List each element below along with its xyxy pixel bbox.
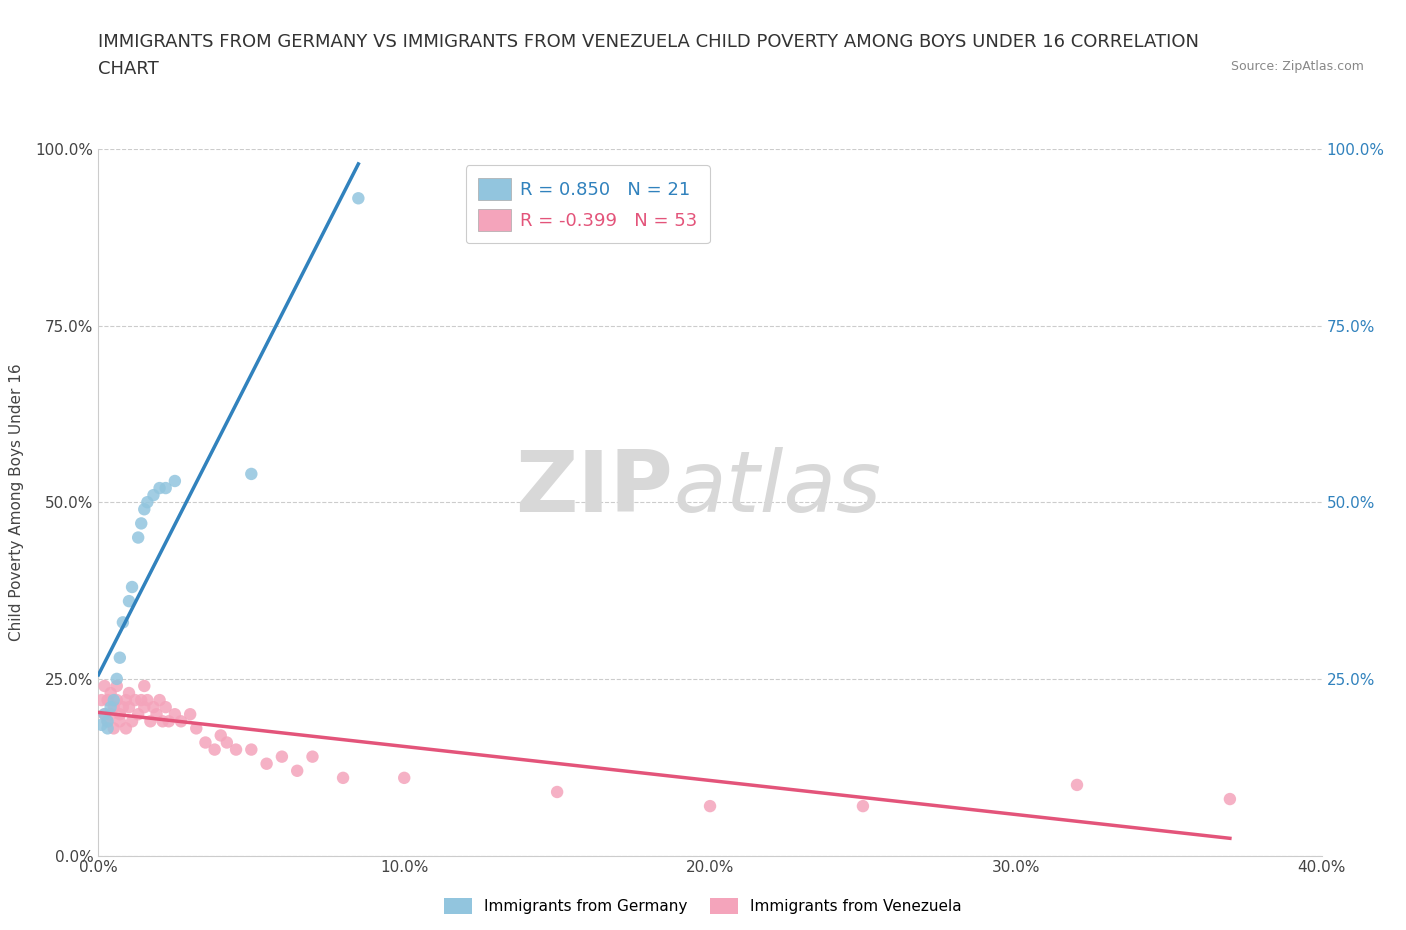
Point bbox=[142, 487, 165, 502]
Point bbox=[152, 714, 174, 729]
Point bbox=[93, 679, 115, 694]
Point bbox=[90, 693, 112, 708]
Point bbox=[546, 785, 568, 800]
Text: atlas: atlas bbox=[673, 446, 882, 529]
Point bbox=[93, 707, 115, 722]
Point bbox=[115, 721, 138, 736]
Point bbox=[225, 742, 247, 757]
Point bbox=[97, 714, 120, 729]
Point bbox=[1219, 791, 1241, 806]
Point bbox=[129, 516, 152, 531]
Point bbox=[285, 764, 308, 778]
Legend: Immigrants from Germany, Immigrants from Venezuela: Immigrants from Germany, Immigrants from… bbox=[439, 892, 967, 921]
Point bbox=[852, 799, 875, 814]
Point bbox=[103, 693, 125, 708]
Point bbox=[111, 699, 134, 714]
Point bbox=[240, 467, 263, 482]
Point bbox=[301, 750, 323, 764]
Point bbox=[136, 495, 159, 510]
Point bbox=[118, 593, 141, 608]
Point bbox=[155, 699, 177, 714]
Point bbox=[108, 714, 131, 729]
Point bbox=[103, 699, 125, 714]
Point bbox=[105, 679, 128, 694]
Point bbox=[209, 728, 232, 743]
Text: CHART: CHART bbox=[98, 60, 159, 78]
Point bbox=[157, 714, 180, 729]
Point bbox=[145, 707, 167, 722]
Point bbox=[118, 699, 141, 714]
Y-axis label: Child Poverty Among Boys Under 16: Child Poverty Among Boys Under 16 bbox=[10, 364, 24, 641]
Point bbox=[100, 685, 122, 700]
Text: ZIP: ZIP bbox=[516, 446, 673, 529]
Point bbox=[127, 707, 149, 722]
Point bbox=[103, 721, 125, 736]
Point bbox=[93, 707, 115, 722]
Point bbox=[163, 707, 186, 722]
Point bbox=[105, 693, 128, 708]
Point bbox=[134, 679, 156, 694]
Point bbox=[215, 735, 238, 750]
Point bbox=[100, 699, 122, 714]
Point bbox=[1066, 777, 1088, 792]
Point bbox=[134, 699, 156, 714]
Legend: R = 0.850   N = 21, R = -0.399   N = 53: R = 0.850 N = 21, R = -0.399 N = 53 bbox=[465, 165, 710, 244]
Point bbox=[240, 742, 263, 757]
Point bbox=[121, 579, 143, 594]
Point bbox=[97, 721, 120, 736]
Point bbox=[139, 714, 162, 729]
Point bbox=[105, 671, 128, 686]
Point bbox=[149, 693, 172, 708]
Point bbox=[97, 714, 120, 729]
Point bbox=[332, 770, 354, 785]
Point bbox=[118, 685, 141, 700]
Point bbox=[124, 693, 146, 708]
Point bbox=[100, 707, 122, 722]
Point bbox=[163, 473, 186, 488]
Point bbox=[108, 707, 131, 722]
Point bbox=[129, 693, 152, 708]
Point bbox=[97, 693, 120, 708]
Point bbox=[115, 693, 138, 708]
Point bbox=[699, 799, 721, 814]
Point bbox=[155, 481, 177, 496]
Point bbox=[170, 714, 193, 729]
Point bbox=[136, 693, 159, 708]
Point bbox=[121, 714, 143, 729]
Point bbox=[90, 717, 112, 732]
Point bbox=[347, 191, 370, 206]
Point bbox=[149, 481, 172, 496]
Point bbox=[111, 615, 134, 630]
Point bbox=[392, 770, 416, 785]
Point bbox=[256, 756, 278, 771]
Point bbox=[108, 650, 131, 665]
Point bbox=[179, 707, 201, 722]
Point bbox=[270, 750, 292, 764]
Point bbox=[134, 502, 156, 517]
Point bbox=[127, 530, 149, 545]
Text: IMMIGRANTS FROM GERMANY VS IMMIGRANTS FROM VENEZUELA CHILD POVERTY AMONG BOYS UN: IMMIGRANTS FROM GERMANY VS IMMIGRANTS FR… bbox=[98, 33, 1199, 50]
Point bbox=[204, 742, 226, 757]
Point bbox=[194, 735, 217, 750]
Text: Source: ZipAtlas.com: Source: ZipAtlas.com bbox=[1230, 60, 1364, 73]
Point bbox=[142, 699, 165, 714]
Point bbox=[186, 721, 208, 736]
